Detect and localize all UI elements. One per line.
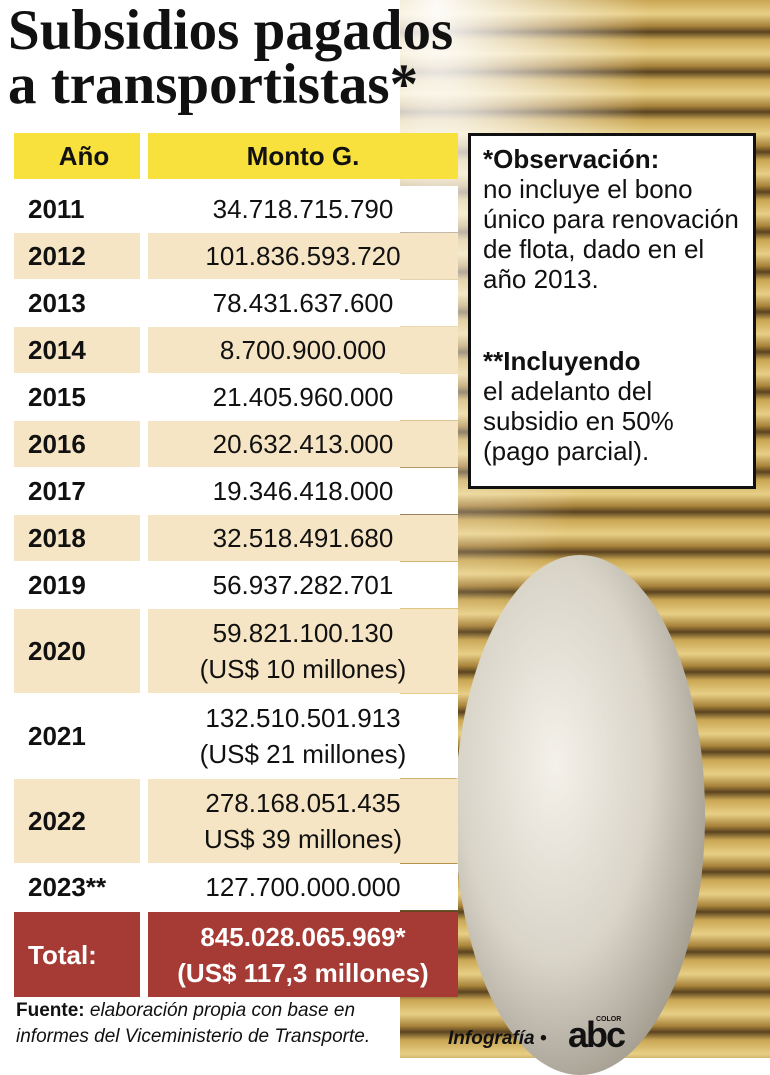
logo: abc (568, 1014, 626, 1055)
amount-line: 278.168.051.435 (205, 788, 401, 818)
credit-text: Infografía (448, 1028, 535, 1049)
title-line: Subsidios pagados (8, 0, 454, 62)
year-cell: 2017 (14, 468, 140, 514)
column-header: Año (14, 133, 140, 179)
year-cell: 2015 (14, 374, 140, 420)
amount-cell: 132.510.501.913 (US$ 21 millones) (148, 694, 458, 778)
amount-line: 8.700.900.000 (219, 335, 387, 365)
source-text: elaboración propia con base en informes … (16, 1000, 371, 1047)
source-label: Fuente: (16, 1000, 85, 1021)
amount-cell: 34.718.715.790 (148, 186, 458, 232)
amount-cell: 78.431.637.600 (148, 280, 458, 326)
coin-image (455, 555, 705, 1075)
amount-line: 34.718.715.790 (212, 194, 394, 224)
amount-line: 20.632.413.000 (212, 429, 394, 459)
total-label: Total: (14, 912, 140, 997)
amount-cell: 19.346.418.000 (148, 468, 458, 514)
title: Subsidios pagados a transportistas* (8, 0, 454, 116)
amount-line: US$ 39 millones) (204, 824, 402, 854)
amount-cell: 278.168.051.435 US$ 39 millones) (148, 779, 458, 863)
year-cell: 2016 (14, 421, 140, 467)
source: Fuente: elaboración propia con base en i… (16, 998, 406, 1050)
amount-cell: 20.632.413.000 (148, 421, 458, 467)
amount-cell: 127.700.000.000 (148, 864, 458, 910)
amount-line: (US$ 10 millones) (199, 654, 407, 684)
amount-line: 19.346.418.000 (212, 476, 394, 506)
note-box: **Incluyendo el adelanto del subsidio en … (468, 338, 756, 489)
year-cell: 2023** (14, 864, 140, 910)
amount-cell: 21.405.960.000 (148, 374, 458, 420)
year-cell: 2011 (14, 186, 140, 232)
total-line: 845.028.065.969* (200, 921, 406, 952)
year-cell: 2022 (14, 779, 140, 863)
amount-line: 132.510.501.913 (205, 703, 401, 733)
note-text: el adelanto del subsidio en 50% (pago pa… (483, 376, 674, 466)
amount-cell: 59.821.100.130 (US$ 10 millones) (148, 609, 458, 693)
year-cell: 2018 (14, 515, 140, 561)
year-cell: 2020 (14, 609, 140, 693)
note-text: no incluye el bono único para renovación… (483, 174, 739, 294)
credit: Infografía • (448, 1028, 547, 1049)
note-heading: **Incluyendo (483, 346, 641, 376)
year-cell: 2013 (14, 280, 140, 326)
note-box: *Observación: no incluye el bono único pa… (468, 133, 756, 341)
column-header: Monto G. (148, 133, 458, 179)
amount-line: 101.836.593.720 (205, 241, 401, 271)
amount-line: 59.821.100.130 (212, 618, 394, 648)
amount-line: (US$ 21 millones) (199, 739, 407, 769)
amount-cell: 8.700.900.000 (148, 327, 458, 373)
amount-line: 78.431.637.600 (212, 288, 394, 318)
amount-line: 127.700.000.000 (205, 872, 401, 902)
year-cell: 2012 (14, 233, 140, 279)
total-amount: 845.028.065.969* (US$ 117,3 millones) (148, 912, 458, 997)
amount-cell: 56.937.282.701 (148, 562, 458, 608)
amount-cell: 101.836.593.720 (148, 233, 458, 279)
amount-line: 32.518.491.680 (212, 523, 394, 553)
note-heading: *Observación: (483, 144, 660, 174)
amount-line: 21.405.960.000 (212, 382, 394, 412)
total-line: (US$ 117,3 millones) (177, 957, 429, 988)
amount-line: 56.937.282.701 (212, 570, 394, 600)
amount-cell: 32.518.491.680 (148, 515, 458, 561)
title-line: a transportistas* (8, 53, 419, 116)
logo-small: COLOR (596, 1016, 622, 1023)
year-cell: 2014 (14, 327, 140, 373)
year-cell: 2021 (14, 694, 140, 778)
year-cell: 2019 (14, 562, 140, 608)
